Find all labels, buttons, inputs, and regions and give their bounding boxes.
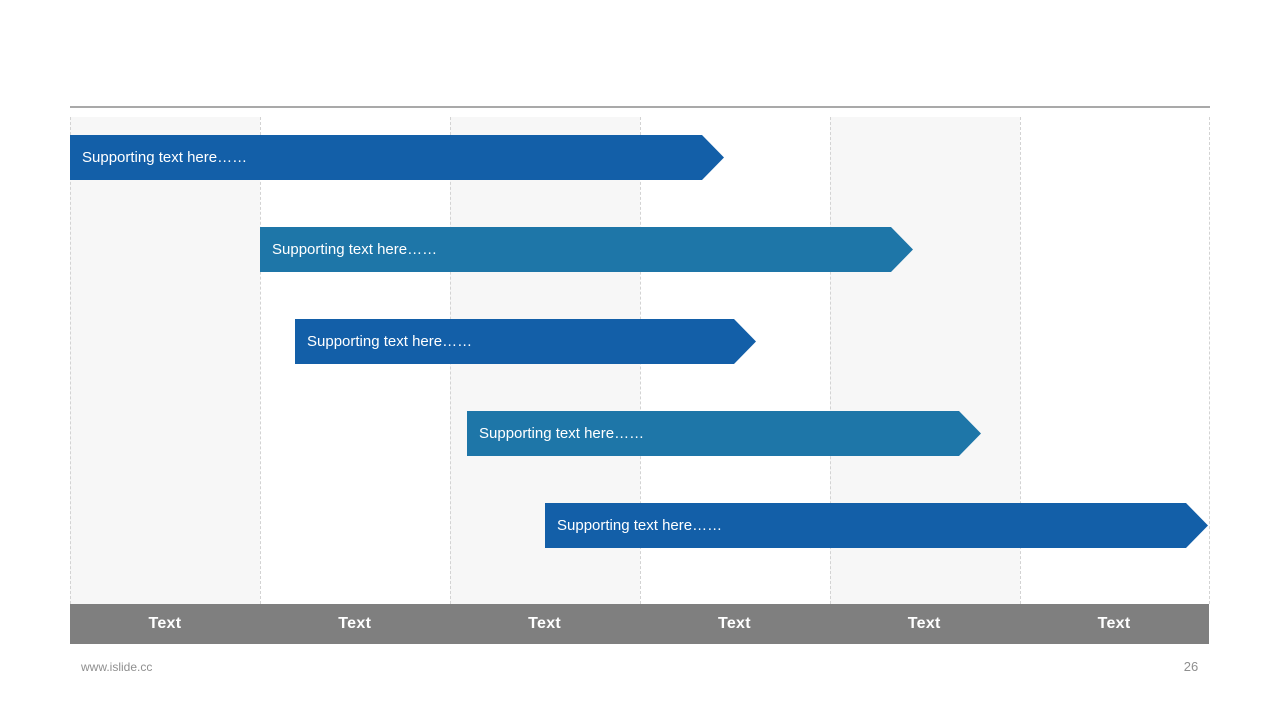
axis-bar: Text Text Text Text Text Text xyxy=(70,604,1209,644)
axis-label: Text xyxy=(717,615,751,632)
page-number: 26 xyxy=(1183,659,1199,674)
grid-column xyxy=(1020,117,1210,604)
watermark-url: www.islide.cc xyxy=(81,660,153,674)
axis-label: Text xyxy=(1097,615,1131,632)
grid-column xyxy=(70,117,260,604)
arrow-bar-3: Supporting text here…… xyxy=(295,319,756,364)
grid-column xyxy=(260,117,450,604)
axis-label: Text xyxy=(528,615,562,632)
axis-label: Text xyxy=(338,615,372,632)
arrow-bar-1: Supporting text here…… xyxy=(70,135,724,180)
arrow-bar-2: Supporting text here…… xyxy=(260,227,913,272)
axis-label: Text xyxy=(148,615,182,632)
arrow-bar-5: Supporting text here…… xyxy=(545,503,1208,548)
arrow-bar-4: Supporting text here…… xyxy=(467,411,981,456)
top-rule-line xyxy=(70,106,1210,108)
axis-label: Text xyxy=(907,615,941,632)
